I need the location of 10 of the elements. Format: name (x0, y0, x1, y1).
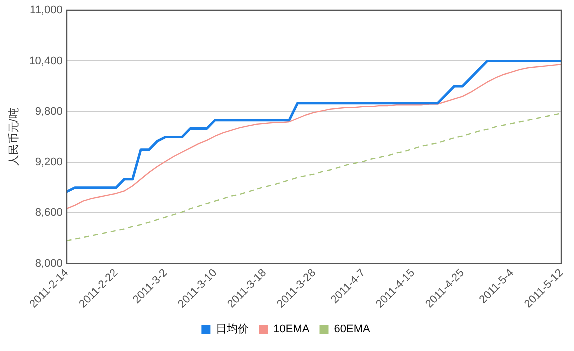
y-tick-label: 8,600 (35, 207, 63, 220)
y-tick-label: 9,200 (35, 156, 63, 169)
legend-label: 60EMA (334, 324, 371, 336)
y-tick-label: 10,400 (29, 55, 63, 68)
y-tick-label: 11,000 (30, 4, 63, 17)
y-axis-title: 人民币元/吨 (8, 108, 21, 166)
legend-label: 10EMA (274, 324, 310, 336)
y-tick-label: 9,800 (35, 106, 63, 118)
y-tick-label: 8,000 (35, 258, 63, 270)
legend-label: 日均价 (216, 324, 250, 336)
